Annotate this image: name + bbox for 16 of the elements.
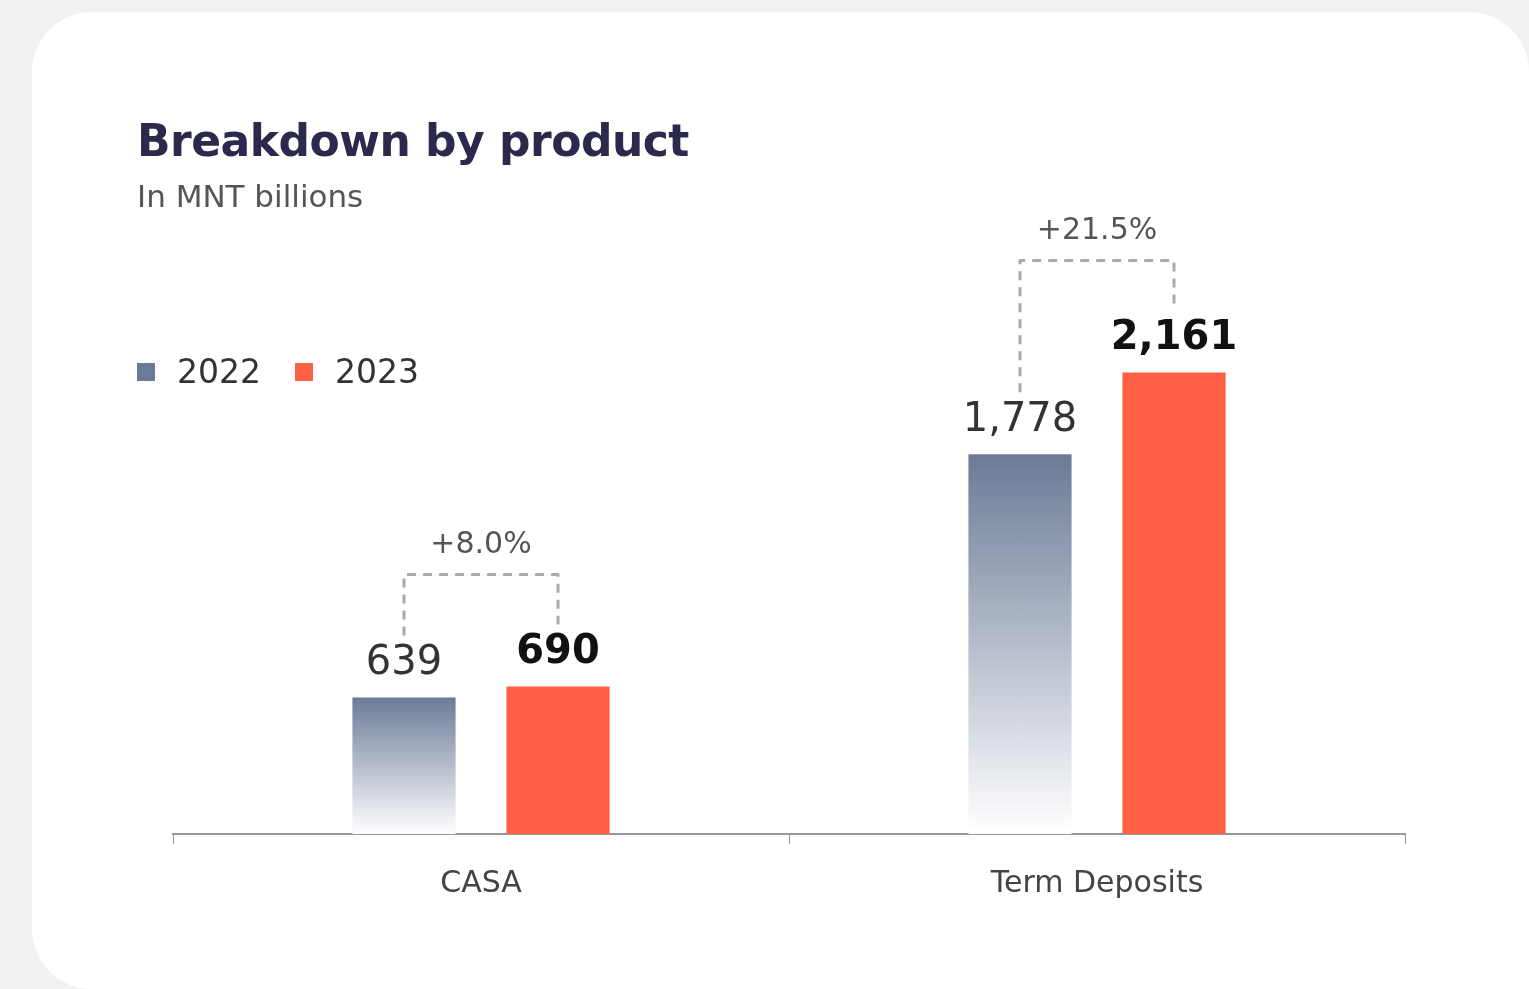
bar — [1122, 372, 1226, 834]
data-label: 2,161 — [1110, 311, 1238, 358]
legend-label: 2022 — [177, 352, 261, 391]
annotation: +8.0% — [430, 525, 532, 561]
data-label: 1,778 — [962, 393, 1078, 440]
chart-title: Breakdown by product — [137, 115, 689, 166]
chart-subtitle: In MNT billions — [137, 178, 364, 214]
bar — [352, 697, 456, 834]
bar — [506, 686, 610, 834]
data-label: 690 — [516, 626, 600, 673]
legend-label: 2023 — [334, 352, 419, 391]
data-label: 639 — [365, 636, 443, 683]
bar — [968, 454, 1072, 834]
x-tick-label: Term Deposits — [989, 863, 1204, 899]
x-tick-label: CASA — [440, 863, 523, 899]
text: +21.5% — [1036, 211, 1158, 247]
